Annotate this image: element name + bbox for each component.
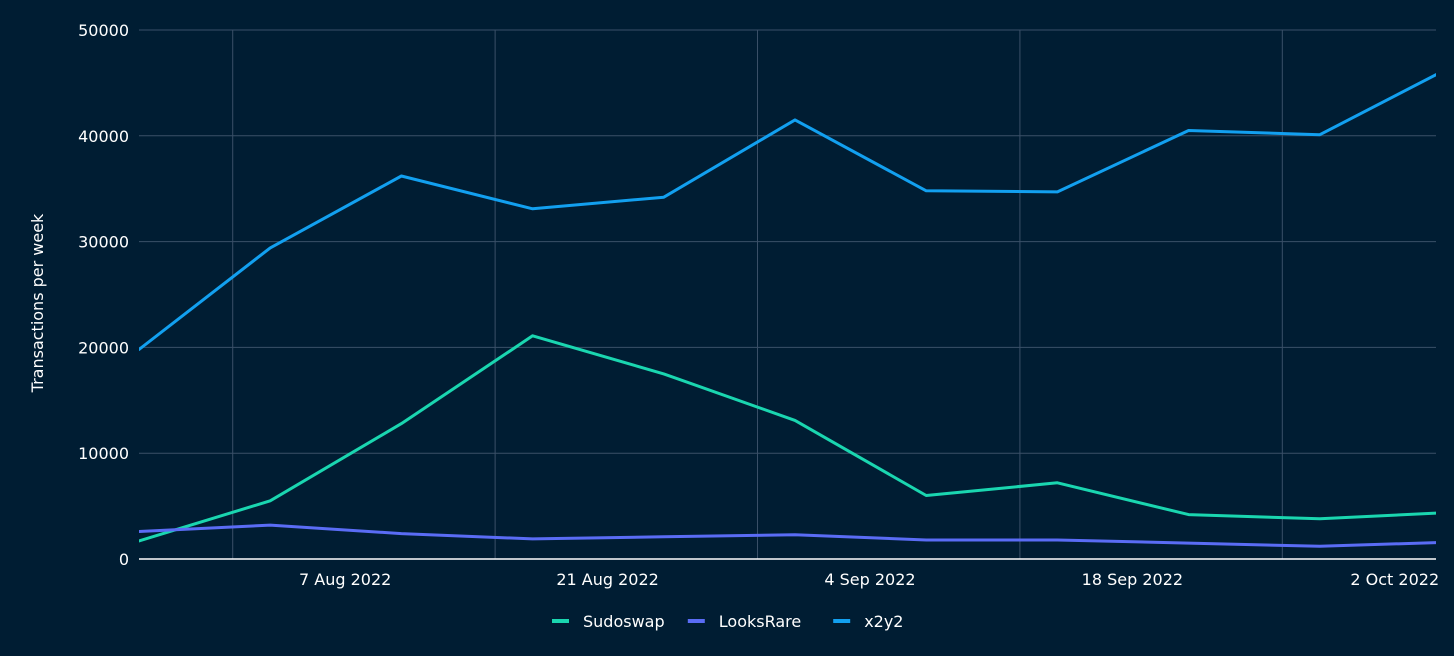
legend-label-looksrare[interactable]: LooksRare bbox=[719, 612, 801, 631]
x-tick-label: 7 Aug 2022 bbox=[299, 570, 391, 589]
legend-swatch-sudoswap bbox=[552, 619, 569, 623]
x-tick-label: 2 Oct 2022 bbox=[1350, 570, 1439, 589]
x-tick-label: 21 Aug 2022 bbox=[556, 570, 659, 589]
series-line-looksrare bbox=[139, 523, 1436, 548]
y-tick-label: 10000 bbox=[78, 444, 129, 463]
x-tick-label: 4 Sep 2022 bbox=[824, 570, 915, 589]
legend-label-x2y2[interactable]: x2y2 bbox=[864, 612, 903, 631]
legend-swatch-x2y2 bbox=[833, 619, 851, 623]
y-tick-label: 50000 bbox=[78, 21, 129, 40]
gridlines bbox=[139, 29, 1436, 559]
series-line-sudoswap bbox=[139, 334, 1436, 543]
legend-swatch-looksrare bbox=[687, 619, 705, 623]
x-tick-label: 18 Sep 2022 bbox=[1082, 570, 1183, 589]
legend-label-sudoswap[interactable]: Sudoswap bbox=[583, 612, 665, 631]
y-axis-title: Transactions per week bbox=[28, 213, 47, 393]
series-lines bbox=[139, 73, 1436, 548]
y-axis-ticks: 0 10000 20000 30000 40000 50000 bbox=[78, 21, 129, 569]
y-tick-label: 40000 bbox=[78, 127, 129, 146]
series-line-x2y2 bbox=[139, 73, 1436, 351]
y-tick-label: 0 bbox=[119, 550, 129, 569]
y-tick-label: 30000 bbox=[78, 233, 129, 252]
y-tick-label: 20000 bbox=[78, 338, 129, 357]
legend: Sudoswap LooksRare x2y2 bbox=[552, 612, 903, 631]
x-axis-ticks: 7 Aug 2022 21 Aug 2022 4 Sep 2022 18 Sep 20… bbox=[299, 570, 1439, 589]
